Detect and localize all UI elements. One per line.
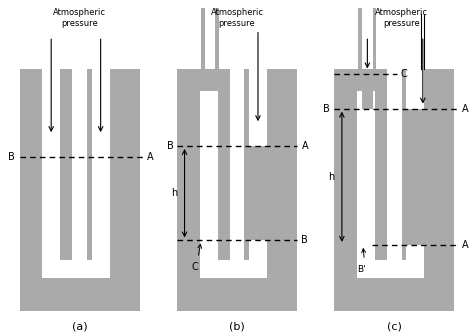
Text: h: h [328, 172, 334, 182]
Bar [205, 8, 215, 69]
Bar [87, 69, 140, 311]
Bar [357, 86, 375, 91]
Text: A: A [462, 104, 468, 114]
Bar [200, 260, 267, 278]
Text: Atmospheric
pressure: Atmospheric pressure [375, 8, 428, 28]
Text: C: C [191, 262, 199, 272]
Text: (a): (a) [72, 321, 88, 331]
Bar [357, 260, 424, 278]
Bar [91, 69, 109, 278]
Bar [249, 146, 267, 241]
Text: Atmospheric
pressure: Atmospheric pressure [53, 8, 106, 28]
Bar [406, 109, 424, 245]
Text: C: C [401, 69, 407, 79]
Bar [200, 86, 218, 91]
Bar [200, 91, 218, 278]
Text: Atmospheric
pressure: Atmospheric pressure [210, 8, 264, 28]
Text: B: B [301, 236, 308, 245]
Bar [42, 260, 109, 278]
Text: B: B [167, 141, 174, 151]
Bar [406, 69, 424, 278]
Text: B: B [323, 104, 330, 114]
Bar [20, 69, 72, 311]
Bar [362, 74, 373, 109]
Text: h: h [171, 188, 177, 198]
Text: (c): (c) [387, 321, 402, 331]
Bar [177, 278, 297, 311]
Bar [20, 278, 140, 311]
Text: B: B [9, 152, 15, 162]
Bar [358, 8, 376, 69]
Text: (b): (b) [229, 321, 245, 331]
Bar [357, 91, 375, 278]
Bar [201, 8, 219, 69]
Bar [245, 69, 297, 311]
Bar [42, 69, 60, 278]
Text: A: A [301, 141, 308, 151]
Text: A: A [147, 152, 154, 162]
Bar [249, 69, 267, 278]
Bar [334, 69, 387, 311]
Text: A: A [462, 240, 468, 250]
Bar [362, 8, 373, 69]
Bar [402, 69, 454, 311]
Text: B': B' [357, 264, 365, 274]
Bar [334, 278, 454, 311]
Bar [177, 69, 229, 311]
